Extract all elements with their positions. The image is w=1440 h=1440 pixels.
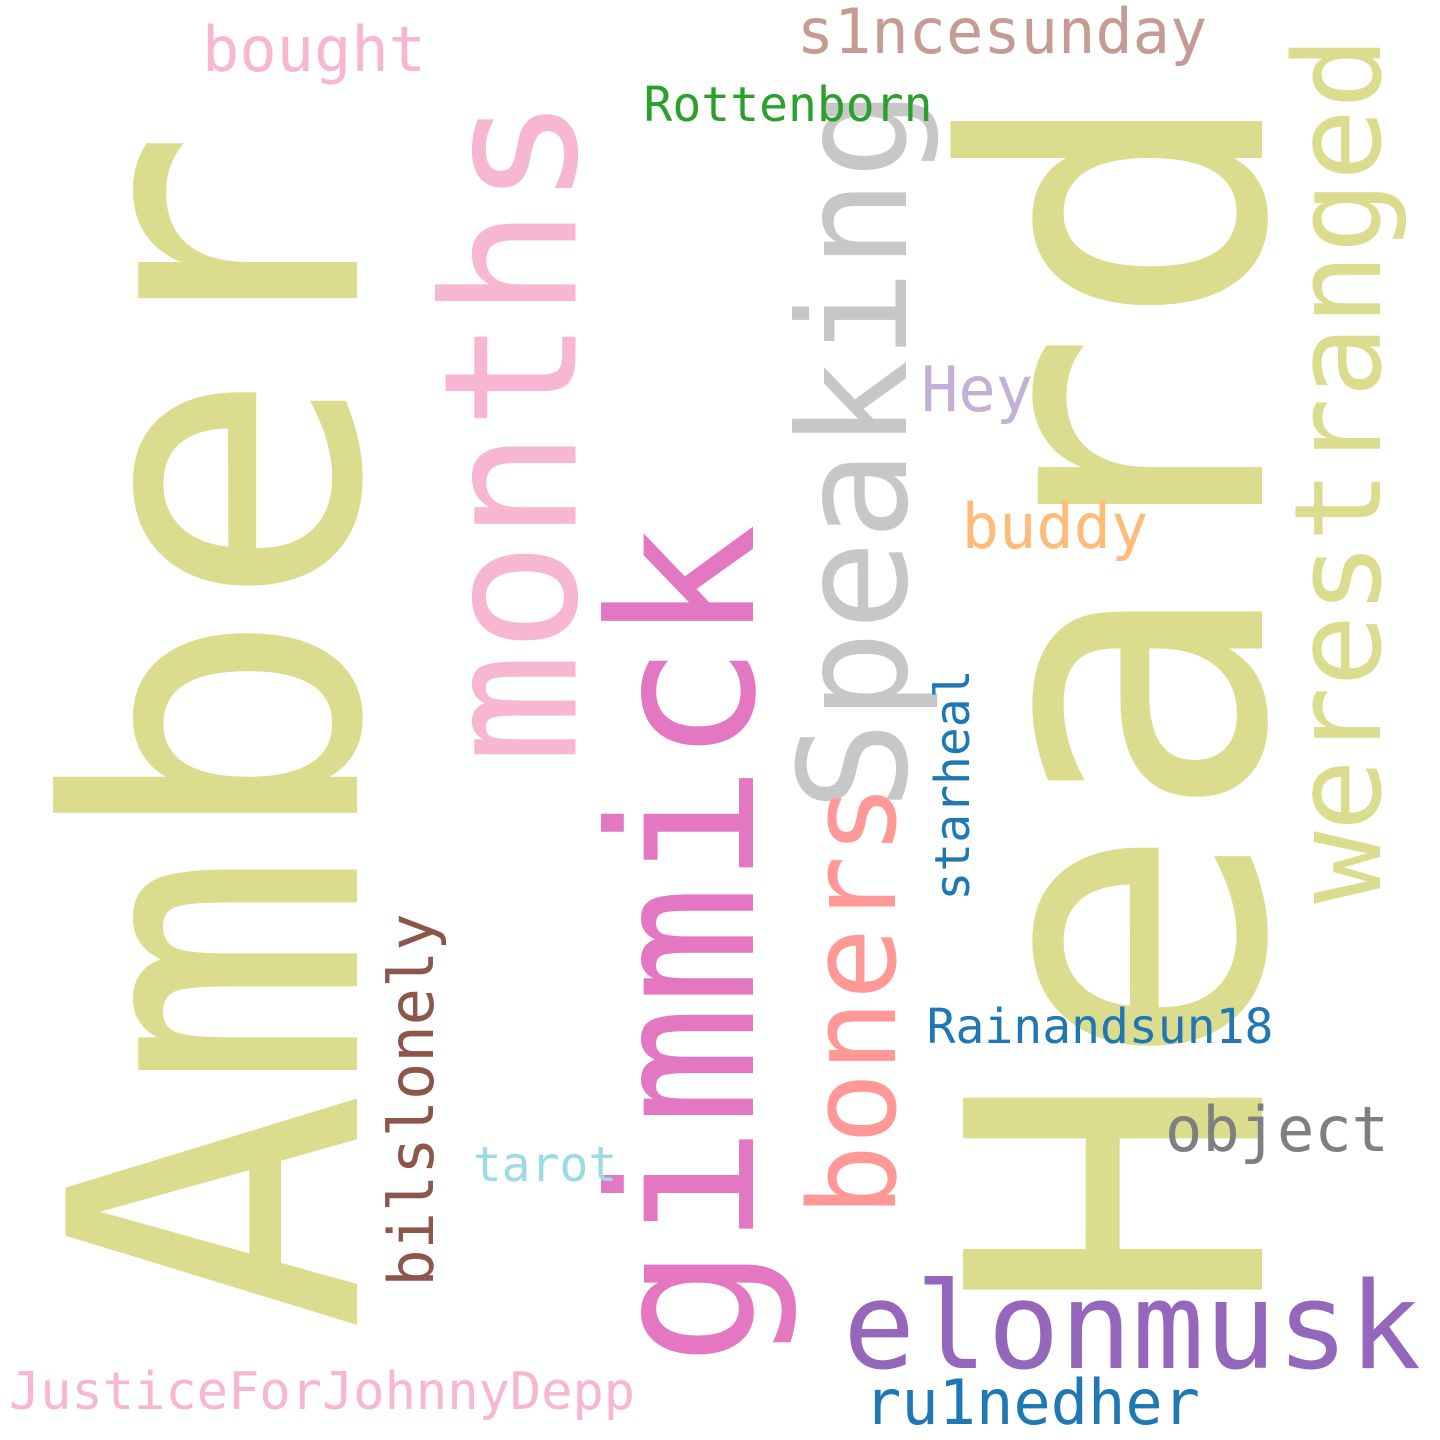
word-elonmusk: elonmusk [843,1258,1421,1397]
word-amber: Amber [0,127,452,1333]
word-werestranged: werestranged [1270,36,1409,904]
word-tarot: tarot [472,1137,618,1193]
word-rainandsun18: Rainandsun18 [926,999,1274,1055]
word-justiceforjohnnydepp: JusticeForJohnnyDepp [8,1362,636,1422]
word-object: object [1165,1093,1389,1166]
word-rottenborn: Rottenborn [643,77,933,133]
word-bought: bought [202,13,426,86]
word-hey: Hey [921,353,1033,426]
word-bilslonely: bilslonely [375,913,448,1287]
word-starheal: starheal [925,669,981,901]
word-gimmick: gimmick [568,523,801,1367]
word-speaking: Speaking [768,88,942,812]
word-buddy: buddy [961,490,1149,563]
word-boners: boners [785,783,924,1217]
word-s1ncesunday: s1ncesunday [796,0,1208,68]
word-ru1nedher: ru1nedher [864,1366,1200,1439]
